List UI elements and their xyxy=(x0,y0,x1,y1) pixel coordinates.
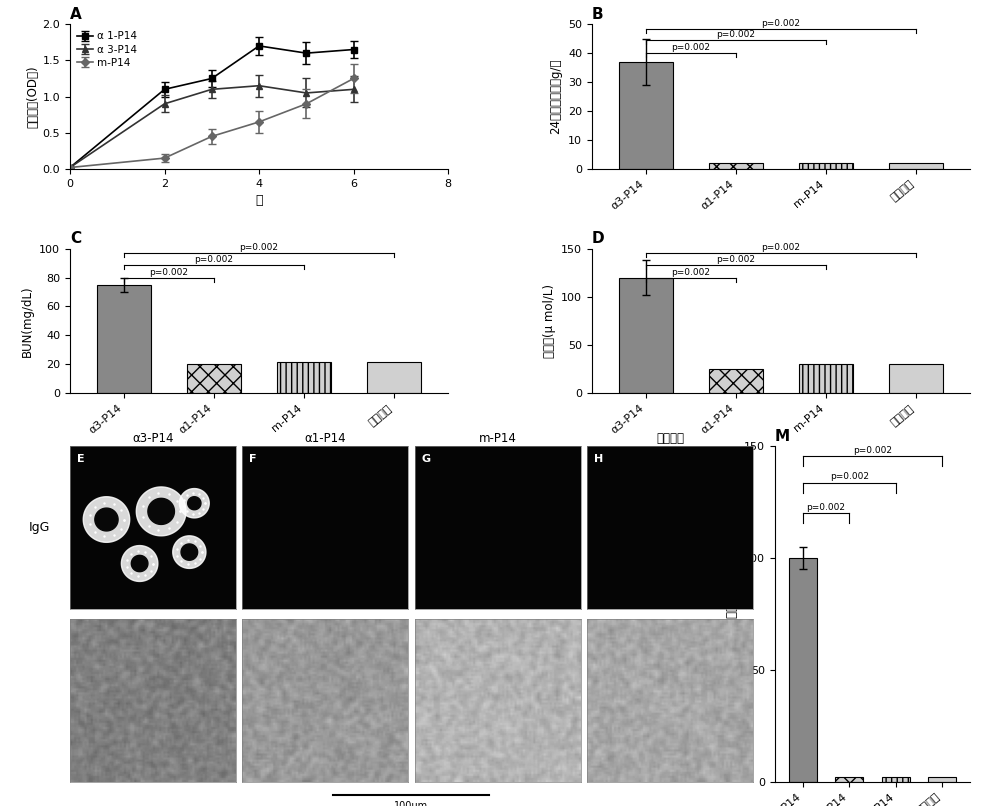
Bar xyxy=(882,777,910,782)
Bar xyxy=(367,362,421,393)
Bar xyxy=(799,364,853,393)
Polygon shape xyxy=(83,496,130,542)
Y-axis label: 血肌鄷(μ mol/L): 血肌鄷(μ mol/L) xyxy=(543,284,556,358)
Text: p=0.002: p=0.002 xyxy=(806,503,845,512)
Text: H: H xyxy=(594,455,603,464)
Polygon shape xyxy=(173,536,206,568)
Text: p=0.002: p=0.002 xyxy=(671,44,710,52)
Polygon shape xyxy=(121,546,158,581)
Text: p=0.002: p=0.002 xyxy=(671,268,710,276)
Title: α3-P14: α3-P14 xyxy=(132,432,174,445)
Text: p=0.002: p=0.002 xyxy=(150,268,189,276)
Polygon shape xyxy=(148,498,174,525)
Text: p=0.002: p=0.002 xyxy=(761,243,800,252)
Bar xyxy=(889,163,943,169)
Text: D: D xyxy=(592,231,604,246)
Legend: α 1-P14, α 3-P14, m-P14: α 1-P14, α 3-P14, m-P14 xyxy=(75,29,139,70)
Polygon shape xyxy=(131,555,148,571)
Bar xyxy=(709,163,763,169)
Y-axis label: BUN(mg/dL): BUN(mg/dL) xyxy=(21,285,34,357)
Text: p=0.002: p=0.002 xyxy=(240,243,279,252)
Text: G: G xyxy=(421,455,431,464)
Text: B: B xyxy=(592,6,603,22)
Title: 阴性对照: 阴性对照 xyxy=(656,432,684,445)
Polygon shape xyxy=(181,544,198,560)
Polygon shape xyxy=(136,487,186,536)
Bar xyxy=(889,364,943,393)
Text: p=0.002: p=0.002 xyxy=(716,31,755,39)
Bar xyxy=(187,364,241,393)
Bar xyxy=(789,558,817,782)
Bar xyxy=(928,777,956,782)
Text: 100μm: 100μm xyxy=(394,801,429,806)
Polygon shape xyxy=(188,496,201,509)
Text: E: E xyxy=(77,455,84,464)
Text: A: A xyxy=(70,6,82,22)
Title: m-P14: m-P14 xyxy=(479,432,517,445)
Bar xyxy=(709,369,763,393)
Y-axis label: 新月体形成百分比(%): 新月体形成百分比(%) xyxy=(726,575,739,652)
Text: p=0.002: p=0.002 xyxy=(853,446,892,455)
Y-axis label: IgG: IgG xyxy=(29,521,50,534)
Bar xyxy=(619,277,673,393)
Title: α1-P14: α1-P14 xyxy=(304,432,346,445)
Text: p=0.002: p=0.002 xyxy=(761,19,800,27)
X-axis label: 周: 周 xyxy=(255,194,263,207)
Polygon shape xyxy=(95,508,118,531)
Text: p=0.002: p=0.002 xyxy=(716,255,755,264)
Y-axis label: 24小时蛋白尿克g/天: 24小时蛋白尿克g/天 xyxy=(549,59,562,135)
Text: M: M xyxy=(775,429,790,443)
Y-axis label: 循环抗体(OD值): 循环抗体(OD值) xyxy=(27,65,40,128)
Bar xyxy=(835,777,863,782)
Text: p=0.002: p=0.002 xyxy=(830,472,869,481)
Bar xyxy=(97,285,151,393)
Bar xyxy=(619,62,673,169)
Bar xyxy=(799,163,853,169)
Polygon shape xyxy=(179,488,209,518)
Text: p=0.002: p=0.002 xyxy=(195,255,234,264)
Text: C: C xyxy=(70,231,81,246)
Text: F: F xyxy=(249,455,257,464)
Bar xyxy=(277,362,331,393)
